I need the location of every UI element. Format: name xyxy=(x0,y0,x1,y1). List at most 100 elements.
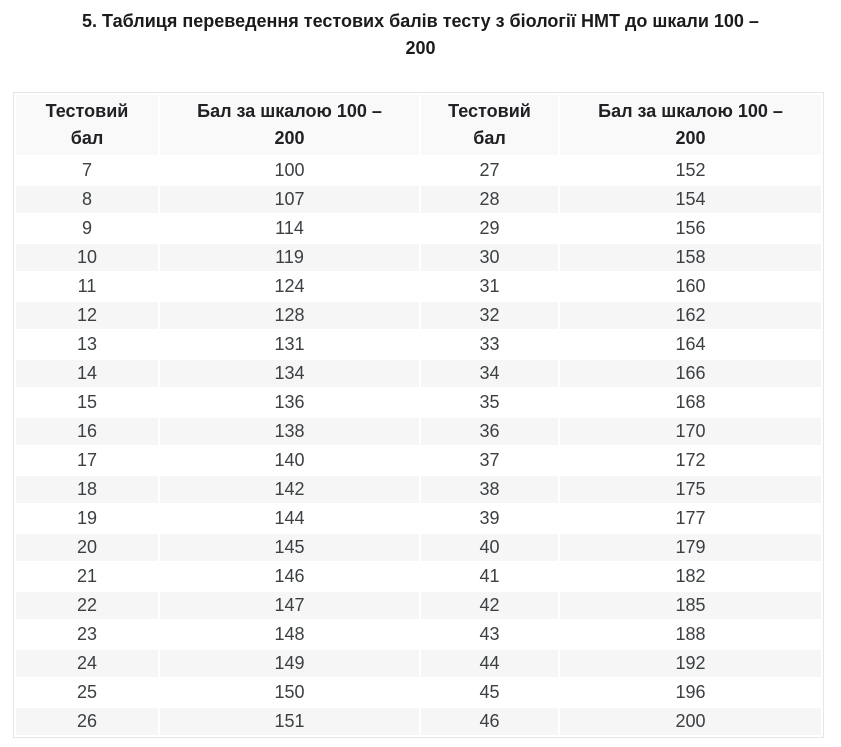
test-score-cell: 32 xyxy=(421,302,558,329)
scaled-score-cell: 145 xyxy=(160,534,419,561)
test-score-cell: 38 xyxy=(421,476,558,503)
table-row: 8 107 28 154 xyxy=(16,186,821,213)
scaled-score-cell: 140 xyxy=(160,447,419,474)
column-header-test-score: Тестовий бал xyxy=(421,95,558,155)
column-header-scaled-score: Бал за шкалою 100 – 200 xyxy=(560,95,821,155)
table-header: Тестовий бал Бал за шкалою 100 – 200 Тесто… xyxy=(16,95,821,155)
test-score-cell: 34 xyxy=(421,360,558,387)
scaled-score-cell: 175 xyxy=(560,476,821,503)
test-score-cell: 7 xyxy=(16,157,158,184)
scaled-score-cell: 158 xyxy=(560,244,821,271)
scaled-score-cell: 168 xyxy=(560,389,821,416)
table-row: 14 134 34 166 xyxy=(16,360,821,387)
table-row: 21 146 41 182 xyxy=(16,563,821,590)
scaled-score-cell: 149 xyxy=(160,650,419,677)
table-row: 11 124 31 160 xyxy=(16,273,821,300)
table-row: 19 144 39 177 xyxy=(16,505,821,532)
test-score-cell: 10 xyxy=(16,244,158,271)
page-title-line-1: 5. Таблиця переведення тестових балів те… xyxy=(82,11,759,31)
test-score-cell: 43 xyxy=(421,621,558,648)
test-score-cell: 14 xyxy=(16,360,158,387)
test-score-cell: 33 xyxy=(421,331,558,358)
test-score-cell: 11 xyxy=(16,273,158,300)
table-body: 7 100 27 152 8 107 28 154 9 114 29 156 10 119 30 158 11 1… xyxy=(16,157,821,735)
test-score-cell: 35 xyxy=(421,389,558,416)
test-score-cell: 41 xyxy=(421,563,558,590)
scaled-score-cell: 166 xyxy=(560,360,821,387)
column-header-label: Тестовий бал xyxy=(448,101,531,148)
column-header-test-score: Тестовий бал xyxy=(16,95,158,155)
test-score-cell: 26 xyxy=(16,708,158,735)
scaled-score-cell: 172 xyxy=(560,447,821,474)
scaled-score-cell: 177 xyxy=(560,505,821,532)
scaled-score-cell: 160 xyxy=(560,273,821,300)
test-score-cell: 22 xyxy=(16,592,158,619)
test-score-cell: 17 xyxy=(16,447,158,474)
test-score-cell: 46 xyxy=(421,708,558,735)
test-score-cell: 44 xyxy=(421,650,558,677)
test-score-cell: 37 xyxy=(421,447,558,474)
test-score-cell: 25 xyxy=(16,679,158,706)
table-row: 9 114 29 156 xyxy=(16,215,821,242)
test-score-cell: 29 xyxy=(421,215,558,242)
test-score-cell: 21 xyxy=(16,563,158,590)
test-score-cell: 12 xyxy=(16,302,158,329)
table-row: 13 131 33 164 xyxy=(16,331,821,358)
scaled-score-cell: 162 xyxy=(560,302,821,329)
test-score-cell: 9 xyxy=(16,215,158,242)
test-score-cell: 28 xyxy=(421,186,558,213)
table-row: 20 145 40 179 xyxy=(16,534,821,561)
scaled-score-cell: 192 xyxy=(560,650,821,677)
scaled-score-cell: 152 xyxy=(560,157,821,184)
scaled-score-cell: 134 xyxy=(160,360,419,387)
test-score-cell: 36 xyxy=(421,418,558,445)
table-row: 24 149 44 192 xyxy=(16,650,821,677)
table-row: 7 100 27 152 xyxy=(16,157,821,184)
scaled-score-cell: 154 xyxy=(560,186,821,213)
table-row: 22 147 42 185 xyxy=(16,592,821,619)
scaled-score-cell: 124 xyxy=(160,273,419,300)
scaled-score-cell: 151 xyxy=(160,708,419,735)
scaled-score-cell: 144 xyxy=(160,505,419,532)
scaled-score-cell: 164 xyxy=(560,331,821,358)
test-score-cell: 16 xyxy=(16,418,158,445)
table-row: 17 140 37 172 xyxy=(16,447,821,474)
test-score-cell: 19 xyxy=(16,505,158,532)
test-score-cell: 39 xyxy=(421,505,558,532)
scaled-score-cell: 179 xyxy=(560,534,821,561)
scaled-score-cell: 150 xyxy=(160,679,419,706)
scaled-score-cell: 100 xyxy=(160,157,419,184)
table-row: 10 119 30 158 xyxy=(16,244,821,271)
test-score-cell: 31 xyxy=(421,273,558,300)
test-score-cell: 18 xyxy=(16,476,158,503)
column-header-scaled-score: Бал за шкалою 100 – 200 xyxy=(160,95,419,155)
scaled-score-cell: 200 xyxy=(560,708,821,735)
test-score-cell: 24 xyxy=(16,650,158,677)
header-row: Тестовий бал Бал за шкалою 100 – 200 Тесто… xyxy=(16,95,821,155)
table-row: 25 150 45 196 xyxy=(16,679,821,706)
test-score-cell: 8 xyxy=(16,186,158,213)
test-score-cell: 15 xyxy=(16,389,158,416)
column-header-label: Бал за шкалою 100 – 200 xyxy=(598,101,783,148)
test-score-cell: 45 xyxy=(421,679,558,706)
column-header-label: Тестовий бал xyxy=(45,101,129,148)
scaled-score-cell: 170 xyxy=(560,418,821,445)
scaled-score-cell: 196 xyxy=(560,679,821,706)
scaled-score-cell: 131 xyxy=(160,331,419,358)
page-title-line-2: 200 xyxy=(405,38,436,58)
scaled-score-cell: 114 xyxy=(160,215,419,242)
table-row: 12 128 32 162 xyxy=(16,302,821,329)
page-title: 5. Таблиця переведення тестових балів те… xyxy=(0,0,841,62)
table-row: 15 136 35 168 xyxy=(16,389,821,416)
column-header-label: Бал за шкалою 100 – 200 xyxy=(197,101,382,148)
table-row: 18 142 38 175 xyxy=(16,476,821,503)
conversion-table: Тестовий бал Бал за шкалою 100 – 200 Тесто… xyxy=(13,92,824,738)
test-score-cell: 23 xyxy=(16,621,158,648)
test-score-cell: 13 xyxy=(16,331,158,358)
test-score-cell: 30 xyxy=(421,244,558,271)
scaled-score-cell: 156 xyxy=(560,215,821,242)
test-score-cell: 27 xyxy=(421,157,558,184)
scaled-score-cell: 185 xyxy=(560,592,821,619)
scaled-score-cell: 146 xyxy=(160,563,419,590)
test-score-cell: 40 xyxy=(421,534,558,561)
